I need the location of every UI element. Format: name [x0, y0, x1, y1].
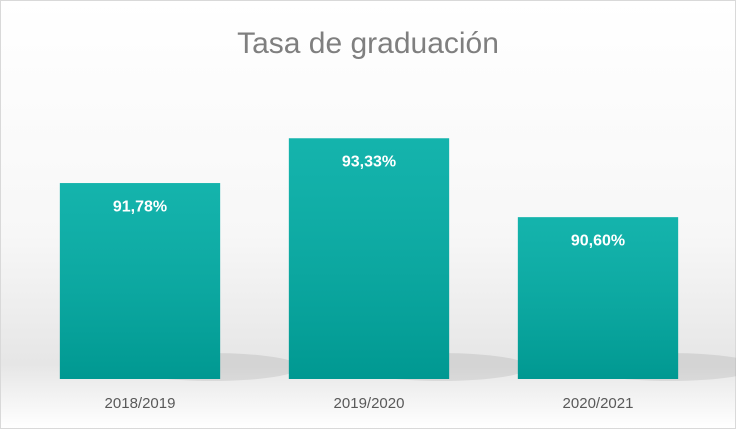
- value-label: 90,60%: [571, 232, 625, 249]
- bar-shade: [59, 183, 221, 379]
- chart-title: Tasa de graduación: [237, 27, 499, 60]
- value-label: 93,33%: [342, 153, 396, 170]
- bar-shade: [517, 217, 679, 379]
- x-tick-label: 2019/2020: [334, 395, 405, 412]
- bar-shade: [288, 138, 450, 379]
- x-tick-label: 2018/2019: [105, 395, 176, 412]
- x-tick-label: 2020/2021: [563, 395, 634, 412]
- value-label: 91,78%: [113, 198, 167, 215]
